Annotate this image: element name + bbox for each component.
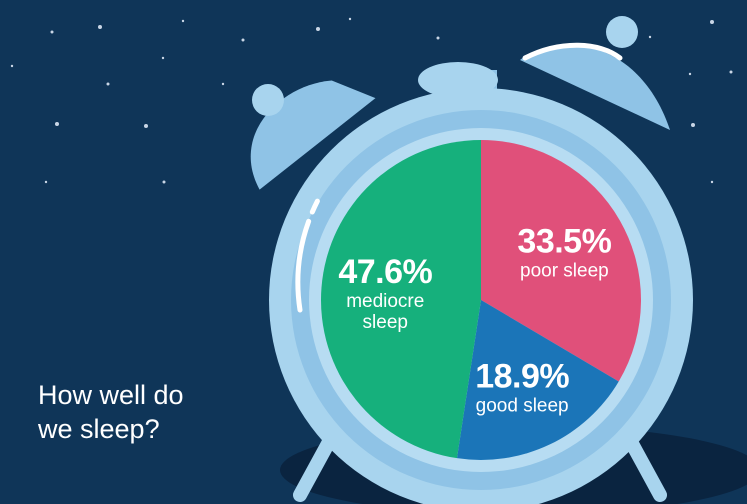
category-label: mediocre sleep — [346, 290, 425, 333]
pie — [321, 140, 642, 460]
category-label: good sleep — [475, 395, 569, 417]
slice-label: 18.9% good sleep — [475, 357, 569, 416]
chart-title: How well do we sleep? — [38, 380, 184, 444]
pie-slice — [321, 140, 481, 459]
value-label: 18.9% — [475, 357, 570, 396]
slice-label: 47.6% mediocre sleep — [330, 253, 440, 333]
stars — [10, 17, 733, 184]
value-label: 47.6% — [338, 252, 433, 291]
value-label: 33.5% — [517, 222, 612, 261]
category-label: poor sleep — [520, 260, 609, 282]
slice-label: 33.5% poor sleep — [517, 223, 611, 282]
pie-slice — [481, 140, 642, 382]
pie-slice — [456, 300, 619, 460]
